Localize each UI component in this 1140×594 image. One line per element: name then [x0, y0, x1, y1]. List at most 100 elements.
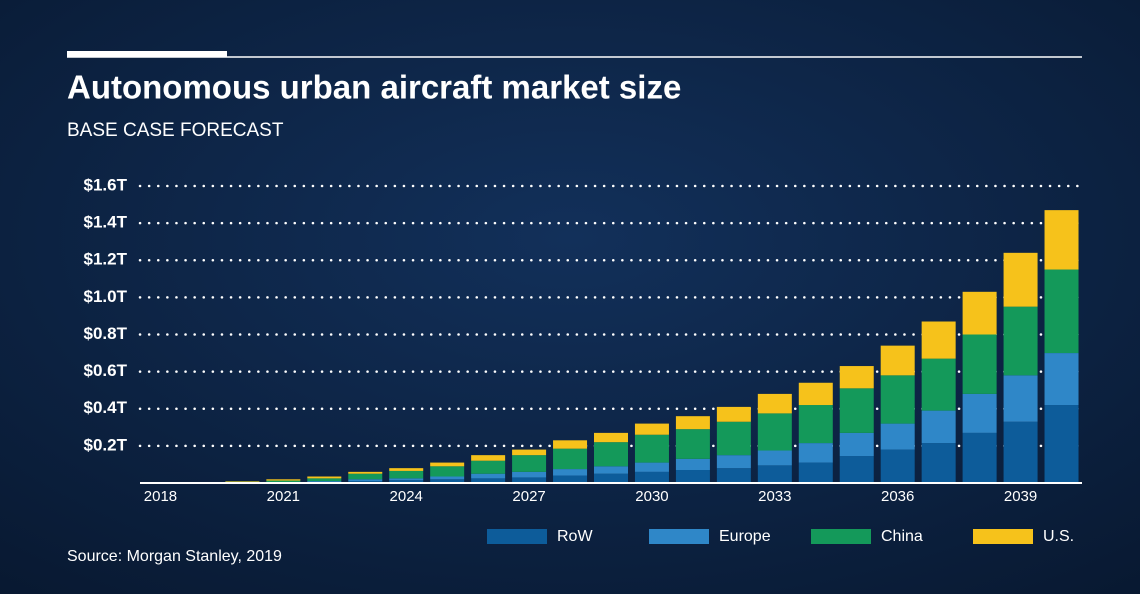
- bar-segment: [1044, 405, 1079, 483]
- bar-segment: [471, 455, 506, 461]
- y-tick-label: $1.4T: [84, 213, 128, 232]
- bar-segment: [348, 479, 383, 482]
- bar-segment: [798, 443, 833, 463]
- bar-segment: [675, 429, 710, 459]
- legend-swatch: [973, 529, 1033, 544]
- bar-segment: [594, 432, 628, 443]
- bar-segment: [553, 475, 588, 483]
- bar-segment: [266, 479, 301, 481]
- legend-swatch: [487, 529, 547, 544]
- bar-segment: [348, 473, 383, 480]
- chart-subtitle: BASE CASE FORECAST: [67, 120, 284, 141]
- bar-segment: [512, 477, 547, 483]
- bar-segment: [389, 480, 424, 483]
- bar-segment: [1044, 353, 1079, 406]
- bar-segment: [471, 478, 506, 483]
- y-tick-label: $1.0T: [84, 287, 128, 306]
- bar-segment: [594, 442, 628, 467]
- source-note: Source: Morgan Stanley, 2019: [67, 548, 282, 565]
- bar-segment: [1003, 421, 1038, 483]
- legend-label: U.S.: [1043, 528, 1074, 545]
- bar-segment: [512, 471, 547, 478]
- y-tick-label: $0.2T: [84, 435, 128, 454]
- bar-segment: [1003, 375, 1038, 422]
- bar-segment: [839, 432, 874, 457]
- bar-segment: [962, 334, 997, 394]
- bar-segment: [757, 465, 792, 483]
- bar-segment: [880, 345, 915, 376]
- legend-label: RoW: [557, 528, 593, 545]
- bar-segment: [798, 405, 833, 444]
- bar-segment: [430, 466, 465, 477]
- bar-segment: [921, 410, 956, 444]
- bar-segment: [471, 460, 506, 474]
- x-tick-label: 2018: [144, 488, 177, 505]
- bar-segment: [634, 471, 669, 483]
- bar-segment: [348, 471, 383, 474]
- y-tick-label: $0.6T: [84, 361, 128, 380]
- bar-segment: [430, 479, 465, 483]
- bar-segment: [266, 480, 301, 483]
- bar-segment: [553, 469, 588, 476]
- bar-segment: [962, 432, 997, 483]
- bar-segment: [921, 443, 956, 483]
- bar-segment: [389, 468, 424, 471]
- bar-segment: [921, 358, 956, 411]
- bar-segment: [471, 473, 506, 479]
- bar-segment: [839, 388, 874, 433]
- y-tick-label: $0.4T: [84, 398, 128, 417]
- bar-segment: [716, 406, 751, 422]
- bar-segment: [1044, 210, 1079, 270]
- bar-segment: [757, 393, 792, 414]
- bar-segment: [389, 470, 424, 479]
- bar-segment: [757, 413, 792, 451]
- bar-segment: [716, 468, 751, 483]
- bar-segment: [307, 481, 342, 483]
- bar-segment: [512, 449, 547, 456]
- bar-segment: [1044, 269, 1079, 354]
- bar-segment: [798, 462, 833, 483]
- legend-swatch: [811, 529, 871, 544]
- x-tick-label: 2036: [881, 488, 914, 505]
- bar-segment: [430, 462, 465, 467]
- bar-segment: [757, 450, 792, 466]
- bar-segment: [839, 456, 874, 483]
- bar-segment: [225, 481, 260, 482]
- bar-segment: [798, 382, 833, 406]
- bar-segment: [716, 455, 751, 469]
- x-tick-label: 2024: [390, 488, 423, 505]
- bar-segment: [1003, 252, 1038, 307]
- bar-segment: [921, 321, 956, 359]
- legend-label: China: [881, 528, 923, 545]
- legend-swatch: [649, 529, 709, 544]
- bar-segment: [675, 416, 710, 430]
- bar-segment: [675, 458, 710, 471]
- x-tick-label: 2021: [267, 488, 300, 505]
- y-tick-label: $1.6T: [84, 175, 128, 194]
- bar-segment: [716, 421, 751, 456]
- bar-segment: [675, 470, 710, 483]
- x-tick-label: 2030: [635, 488, 668, 505]
- bar-segment: [962, 291, 997, 335]
- bar-segment: [430, 476, 465, 480]
- bar-segment: [389, 478, 424, 481]
- x-tick-label: 2039: [1004, 488, 1037, 505]
- x-tick-label: 2027: [512, 488, 545, 505]
- bar-segment: [634, 434, 669, 463]
- bar-segment: [553, 448, 588, 470]
- bar-segment: [962, 393, 997, 433]
- bar-segment: [880, 375, 915, 424]
- bar-segment: [839, 366, 874, 389]
- bar-segment: [307, 478, 342, 482]
- legend-label: Europe: [719, 528, 771, 545]
- bar-segment: [634, 423, 669, 435]
- bar-segment: [594, 466, 628, 474]
- x-tick-label: 2033: [758, 488, 791, 505]
- bar-segment: [553, 440, 588, 449]
- bar-segment: [594, 473, 628, 483]
- bar-segment: [880, 423, 915, 450]
- y-tick-label: $1.2T: [84, 250, 128, 269]
- bar-segment: [880, 449, 915, 483]
- y-tick-label: $0.8T: [84, 324, 128, 343]
